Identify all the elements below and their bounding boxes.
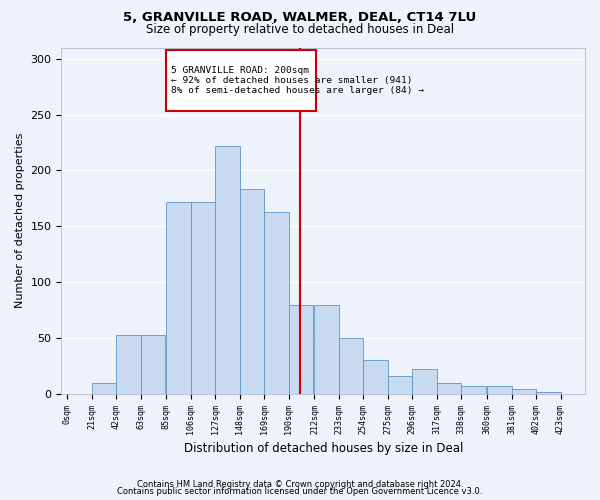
Bar bbox=[412, 370, 437, 394]
Bar bbox=[364, 360, 388, 394]
Bar bbox=[461, 386, 486, 394]
Bar bbox=[141, 334, 165, 394]
Text: 5 GRANVILLE ROAD: 200sqm
← 92% of detached houses are smaller (941)
8% of semi-d: 5 GRANVILLE ROAD: 200sqm ← 92% of detach… bbox=[171, 66, 424, 96]
Text: Contains HM Land Registry data © Crown copyright and database right 2024.: Contains HM Land Registry data © Crown c… bbox=[137, 480, 463, 489]
X-axis label: Distribution of detached houses by size in Deal: Distribution of detached houses by size … bbox=[184, 442, 463, 455]
Bar bbox=[289, 304, 313, 394]
Bar bbox=[166, 202, 191, 394]
Y-axis label: Number of detached properties: Number of detached properties bbox=[15, 133, 25, 308]
Bar bbox=[265, 212, 289, 394]
Bar bbox=[314, 304, 339, 394]
Bar bbox=[240, 190, 265, 394]
Bar bbox=[437, 383, 461, 394]
FancyBboxPatch shape bbox=[166, 50, 316, 111]
Bar bbox=[388, 376, 412, 394]
Bar bbox=[512, 390, 536, 394]
Bar bbox=[191, 202, 215, 394]
Text: Contains public sector information licensed under the Open Government Licence v3: Contains public sector information licen… bbox=[118, 487, 482, 496]
Bar bbox=[536, 392, 560, 394]
Bar bbox=[339, 338, 364, 394]
Bar bbox=[116, 334, 141, 394]
Text: Size of property relative to detached houses in Deal: Size of property relative to detached ho… bbox=[146, 22, 454, 36]
Bar bbox=[487, 386, 512, 394]
Bar bbox=[92, 383, 116, 394]
Text: 5, GRANVILLE ROAD, WALMER, DEAL, CT14 7LU: 5, GRANVILLE ROAD, WALMER, DEAL, CT14 7L… bbox=[124, 11, 476, 24]
Bar bbox=[215, 146, 240, 394]
